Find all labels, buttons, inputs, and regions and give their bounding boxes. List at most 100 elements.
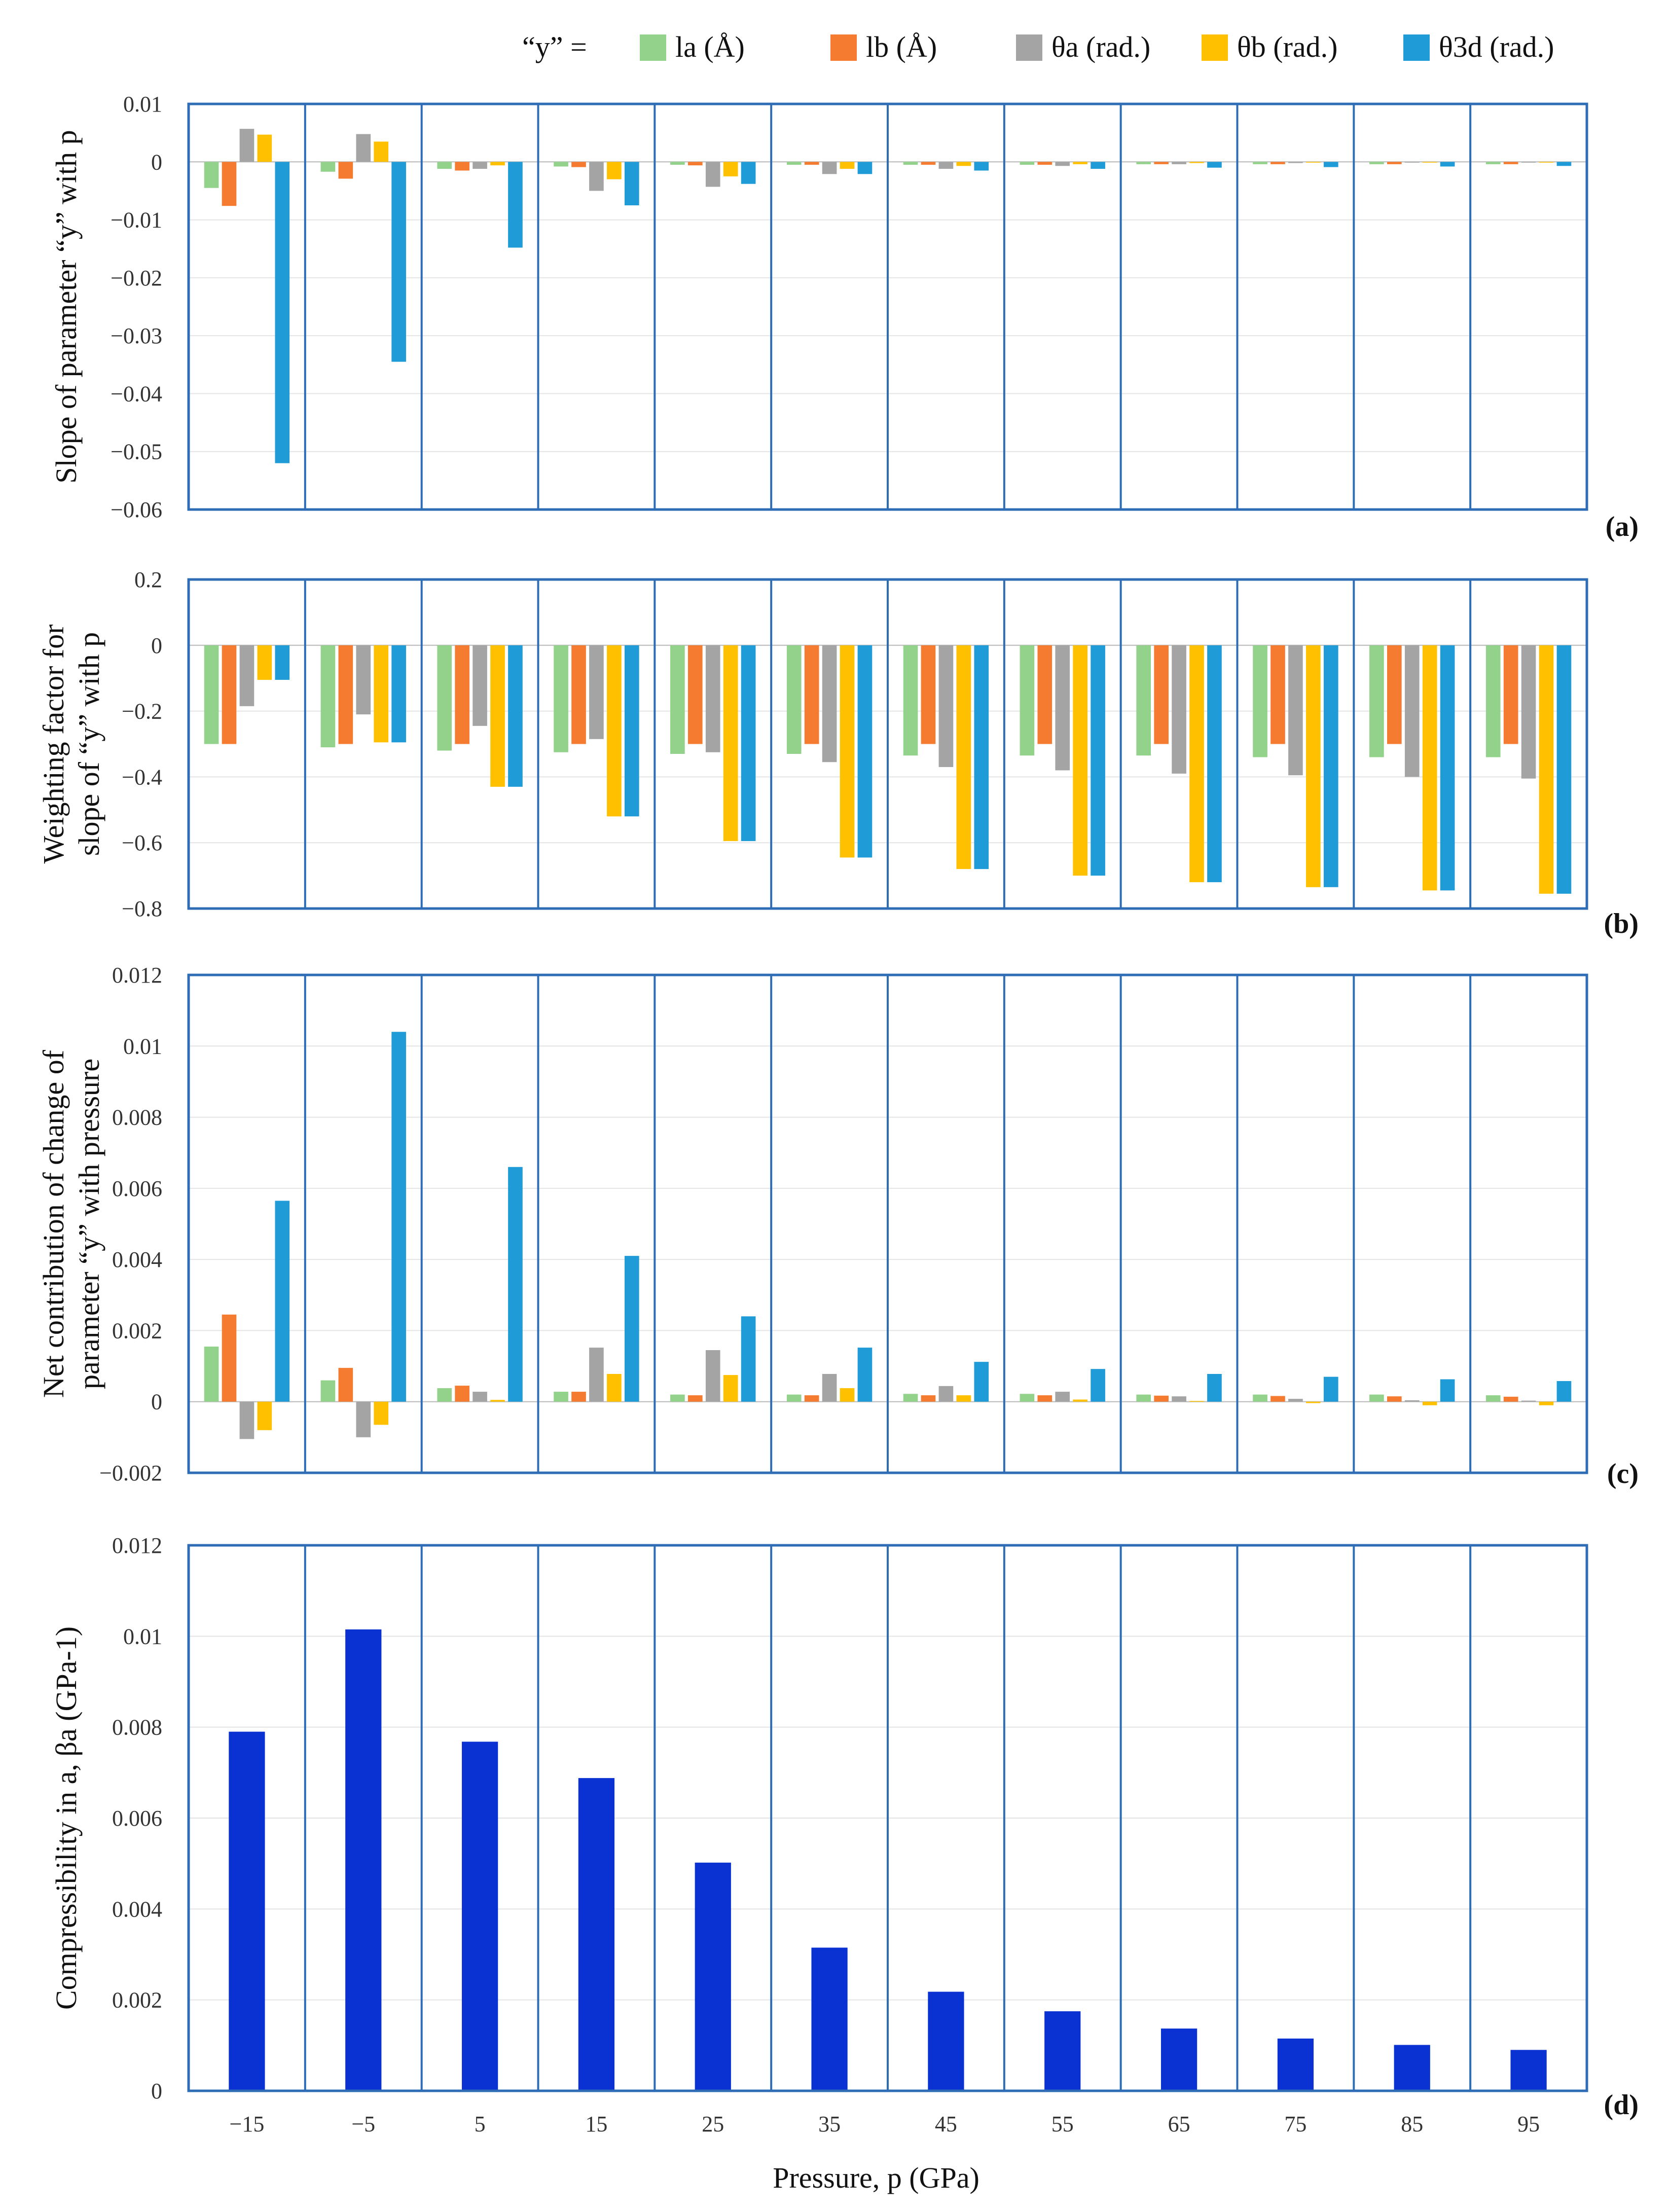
bar-theta-3d-8: [1207, 645, 1222, 883]
y-tick-label: 0.004: [112, 1247, 162, 1272]
y-tick-label: 0: [151, 150, 162, 174]
bar-theta-3d-1: [391, 645, 406, 743]
bar-la-7: [1020, 162, 1035, 165]
y-tick-label: 0: [151, 633, 162, 658]
bar-la-11: [1485, 1395, 1501, 1402]
bar-lb-9: [1270, 162, 1285, 164]
bar-theta-3d-8: [1207, 162, 1222, 168]
x-tick-label: 95: [1517, 2112, 1540, 2136]
bar-lb-4: [687, 1395, 703, 1402]
bar-la-7: [1020, 645, 1035, 756]
legend-swatch-la: [640, 34, 666, 61]
y-tick-label: 0.2: [134, 567, 162, 592]
bar-la-6: [903, 645, 918, 756]
bar-theta-a-3: [589, 645, 604, 739]
bar-theta-a-0: [239, 129, 255, 162]
bar-lb-6: [921, 1395, 936, 1402]
bar-lb-10: [1387, 1396, 1402, 1402]
bar-theta-b-0: [257, 1401, 272, 1430]
bar-theta-a-5: [822, 162, 837, 174]
bar-theta-3d-11: [1556, 162, 1572, 166]
bar-theta-b-9: [1306, 645, 1321, 887]
bar-la-1: [320, 645, 336, 747]
legend-label-theta-3d: θ3d (rad.): [1439, 30, 1554, 63]
bar-theta-b-10: [1422, 162, 1437, 163]
y-axis-title: Slope of parameter “y” with p: [50, 130, 83, 483]
bar-theta-3d-0: [275, 1201, 290, 1402]
bar-theta-3d-5: [857, 162, 873, 174]
bar-theta-b-2: [490, 645, 505, 787]
bar-theta-a-1: [356, 645, 371, 715]
bar-theta-3d-4: [741, 645, 756, 841]
bar-la-3: [554, 1392, 568, 1402]
bar-lb-7: [1037, 645, 1052, 744]
bar-la-1: [320, 1380, 336, 1402]
bar-la-4: [670, 162, 685, 165]
bar-theta-a-4: [705, 162, 720, 187]
y-axis-title: Compressibility in a, βa (GPa-1): [50, 1626, 83, 2010]
bar-la-0: [204, 1346, 219, 1402]
bar-la-5: [786, 162, 802, 165]
legend-label-theta-a: θa (rad.): [1051, 30, 1150, 63]
bar-theta-a-7: [1055, 1392, 1070, 1402]
bar-la-7: [1020, 1394, 1035, 1402]
bar-lb-1: [338, 1368, 353, 1402]
bar-theta-a-11: [1521, 162, 1536, 163]
bar-theta-a-2: [473, 1392, 487, 1402]
y-axis-title: Weighting factor forslope of “y” with p: [37, 624, 105, 863]
panel-a: 0.01 0 −0.01 −0.02 −0.03 −0.04 −0.05 −0.06 (a) Sl…: [50, 92, 1639, 542]
bar-la-3: [554, 645, 568, 752]
bar-la-0: [204, 645, 219, 744]
x-tick-label: 25: [702, 2112, 724, 2136]
bar-la-0: [204, 162, 219, 188]
y-tick-label: −0.01: [111, 208, 162, 233]
panel-label: (b): [1604, 908, 1639, 939]
bar-lb-7: [1037, 1395, 1052, 1402]
bar-theta-b-3: [607, 1374, 622, 1402]
bar-la-4: [670, 645, 685, 754]
bar-la-2: [437, 162, 452, 169]
bar-theta-a-4: [705, 645, 720, 752]
legend-item-la: la (Å): [640, 30, 745, 63]
y-tick-label: 0.002: [112, 1988, 162, 2013]
bar-theta-3d-6: [974, 162, 989, 171]
panel-label: (c): [1607, 1458, 1639, 1490]
bar-lb-4: [687, 162, 703, 166]
bar-theta-a-10: [1404, 162, 1420, 163]
y-tick-label: −0.04: [111, 381, 162, 406]
bar-theta-3d-11: [1556, 645, 1572, 894]
bar-theta-3d-0: [275, 162, 290, 463]
panel-label: (d): [1604, 2089, 1639, 2121]
bar-theta-b-10: [1422, 645, 1437, 891]
bar-lb-10: [1387, 162, 1402, 164]
panel-label: (a): [1606, 511, 1639, 542]
bar-theta-b-0: [257, 134, 272, 162]
bar-la-10: [1369, 645, 1384, 757]
bar-la-11: [1485, 645, 1501, 757]
bar-theta-b-8: [1189, 645, 1204, 883]
bar-theta-a-3: [589, 1348, 604, 1402]
bar-theta-b-5: [840, 645, 855, 858]
bar-lb-5: [804, 162, 819, 165]
bar-la-1: [320, 162, 336, 172]
y-tick-label: −0.4: [122, 765, 162, 789]
y-tick-label: 0: [151, 2079, 162, 2104]
bar-theta-3d-9: [1323, 162, 1338, 167]
legend-swatch-theta-a: [1016, 34, 1042, 61]
bar-theta-3d-5: [857, 1348, 873, 1402]
bar-theta-b-6: [956, 645, 971, 869]
bar-theta-b-8: [1189, 162, 1204, 163]
bar-theta-3d-9: [1323, 645, 1338, 887]
bar-theta-a-8: [1172, 1396, 1186, 1402]
y-tick-label: 0.01: [123, 92, 162, 117]
bar-theta-3d-10: [1440, 162, 1455, 167]
bar-lb-1: [338, 645, 353, 744]
y-tick-label: −0.03: [111, 323, 162, 348]
bar-theta-b-9: [1306, 1401, 1321, 1403]
bar-theta-a-1: [356, 1401, 371, 1437]
bar-theta-3d-3: [624, 645, 639, 817]
bar-beta-a-4: [695, 1862, 731, 2091]
bar-la-5: [786, 645, 802, 754]
bar-la-8: [1136, 645, 1151, 756]
bar-lb-9: [1270, 645, 1285, 744]
